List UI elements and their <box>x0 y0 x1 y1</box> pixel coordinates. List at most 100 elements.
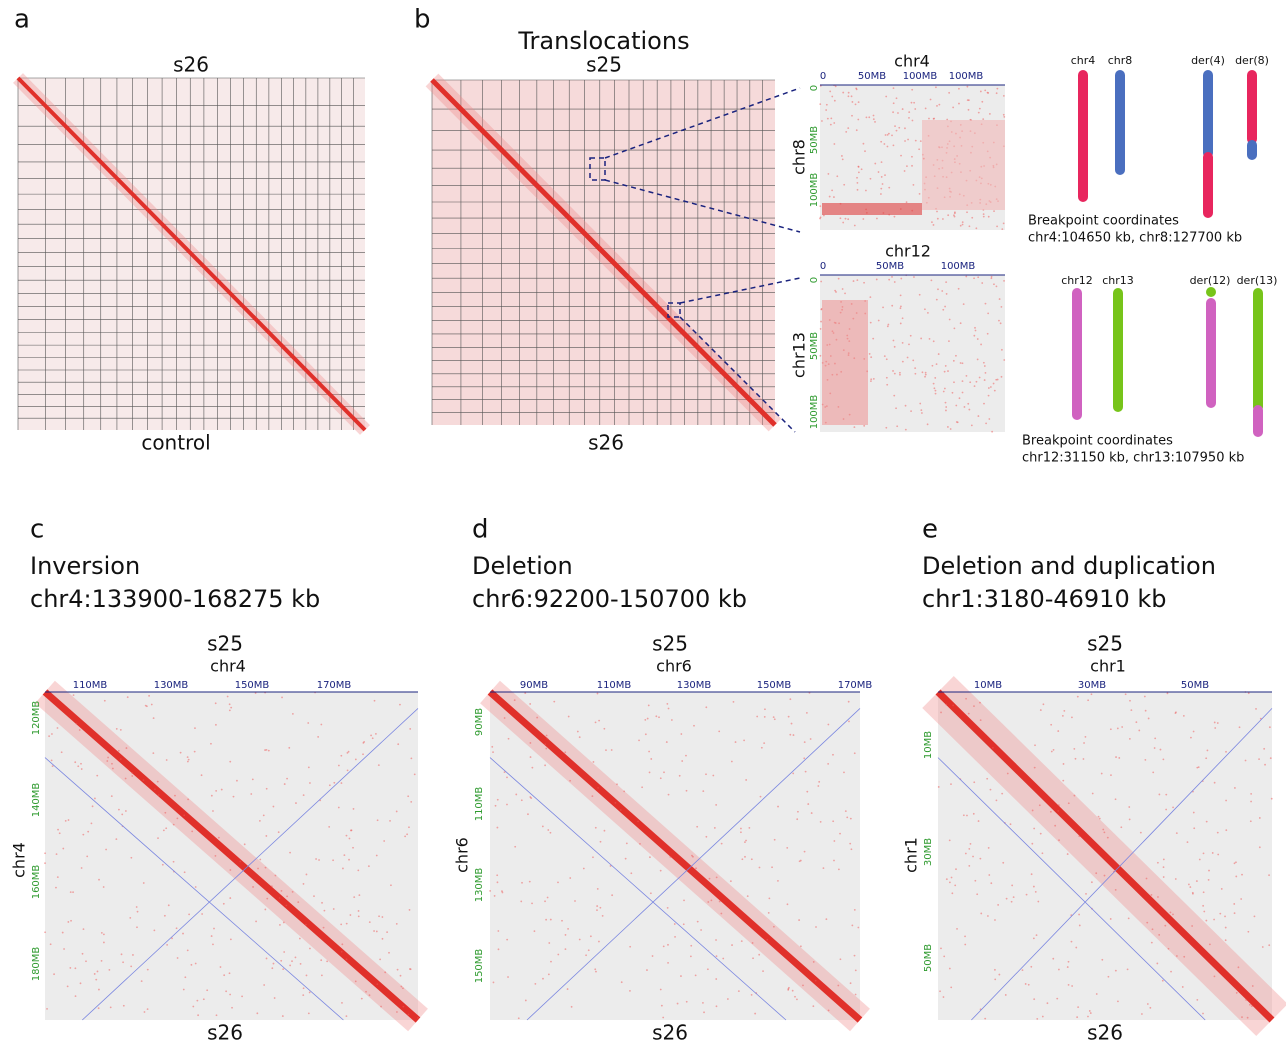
contact <box>772 716 775 719</box>
contact <box>851 924 854 927</box>
contact <box>1207 879 1210 881</box>
contact <box>152 752 155 755</box>
contact <box>347 750 350 753</box>
contact <box>82 928 85 931</box>
contact <box>872 118 875 121</box>
contact <box>939 990 941 993</box>
contact <box>1157 896 1159 898</box>
contact <box>1009 823 1012 826</box>
contact <box>1263 747 1266 750</box>
contact <box>307 766 310 769</box>
contact <box>544 764 547 767</box>
contact <box>97 1007 100 1010</box>
panel-letter: e <box>922 515 938 545</box>
y-tick-label: 120MB <box>31 701 42 736</box>
contact <box>399 703 401 706</box>
contact <box>715 876 718 879</box>
contact <box>796 998 798 1001</box>
contact <box>582 867 585 870</box>
contact <box>1234 787 1236 789</box>
contact <box>91 805 94 808</box>
contact <box>931 221 933 224</box>
contact <box>970 424 973 427</box>
contact <box>521 881 523 884</box>
contact <box>1235 875 1238 878</box>
contact <box>272 805 275 808</box>
contact <box>821 120 823 122</box>
contact <box>1205 820 1208 823</box>
contact <box>1214 727 1217 729</box>
contact <box>596 887 599 890</box>
contact <box>685 754 687 757</box>
contact <box>402 1005 405 1008</box>
contact <box>1002 113 1005 116</box>
contact <box>531 902 533 905</box>
contact <box>337 806 340 809</box>
contact <box>564 934 567 936</box>
contact <box>396 968 399 971</box>
contact <box>1090 881 1093 884</box>
contact <box>972 855 974 858</box>
contact <box>1159 748 1162 751</box>
contact <box>771 866 773 869</box>
contact <box>954 884 957 887</box>
contact <box>931 364 934 367</box>
contact <box>892 339 895 342</box>
contact <box>900 154 902 157</box>
contact <box>908 111 911 114</box>
contact <box>844 810 847 813</box>
contact <box>623 790 626 793</box>
contact <box>835 291 837 293</box>
contact <box>854 993 857 996</box>
contact <box>718 730 721 733</box>
contact <box>998 298 1001 300</box>
diagonal <box>16 76 367 432</box>
contact <box>515 793 518 796</box>
contact <box>514 845 517 848</box>
contact <box>102 886 105 888</box>
contact <box>847 95 850 98</box>
contact <box>982 361 985 364</box>
contact <box>595 970 597 973</box>
contact <box>210 794 213 797</box>
contact <box>530 797 533 799</box>
contact <box>132 954 134 956</box>
contact <box>1118 757 1121 759</box>
contact <box>849 817 852 820</box>
contact <box>340 782 343 784</box>
contact <box>822 214 825 217</box>
contact <box>666 906 669 909</box>
contact <box>1128 806 1131 808</box>
contact <box>98 988 100 991</box>
contact <box>1039 709 1042 711</box>
contact <box>409 728 412 730</box>
contact <box>1162 858 1165 861</box>
contact <box>877 171 880 173</box>
contact <box>146 968 149 971</box>
contact <box>520 799 523 802</box>
contact <box>265 835 268 837</box>
contact <box>404 835 407 838</box>
contact <box>995 799 998 802</box>
contact <box>825 109 828 111</box>
contact <box>874 162 877 165</box>
contact <box>544 743 547 746</box>
contact <box>1006 772 1009 775</box>
contact <box>843 771 845 774</box>
contact <box>715 939 717 941</box>
contact <box>876 217 878 220</box>
contact <box>990 275 993 278</box>
contact <box>86 855 89 858</box>
contact <box>1150 894 1153 896</box>
contact <box>961 362 964 365</box>
contact <box>174 794 176 797</box>
contact <box>345 1015 348 1018</box>
contact <box>1183 955 1186 958</box>
contact <box>898 126 901 129</box>
contact <box>264 866 267 869</box>
contact <box>56 876 59 878</box>
contact <box>690 944 693 947</box>
contact <box>899 373 901 376</box>
contact <box>1192 730 1195 733</box>
contact <box>1004 994 1007 996</box>
